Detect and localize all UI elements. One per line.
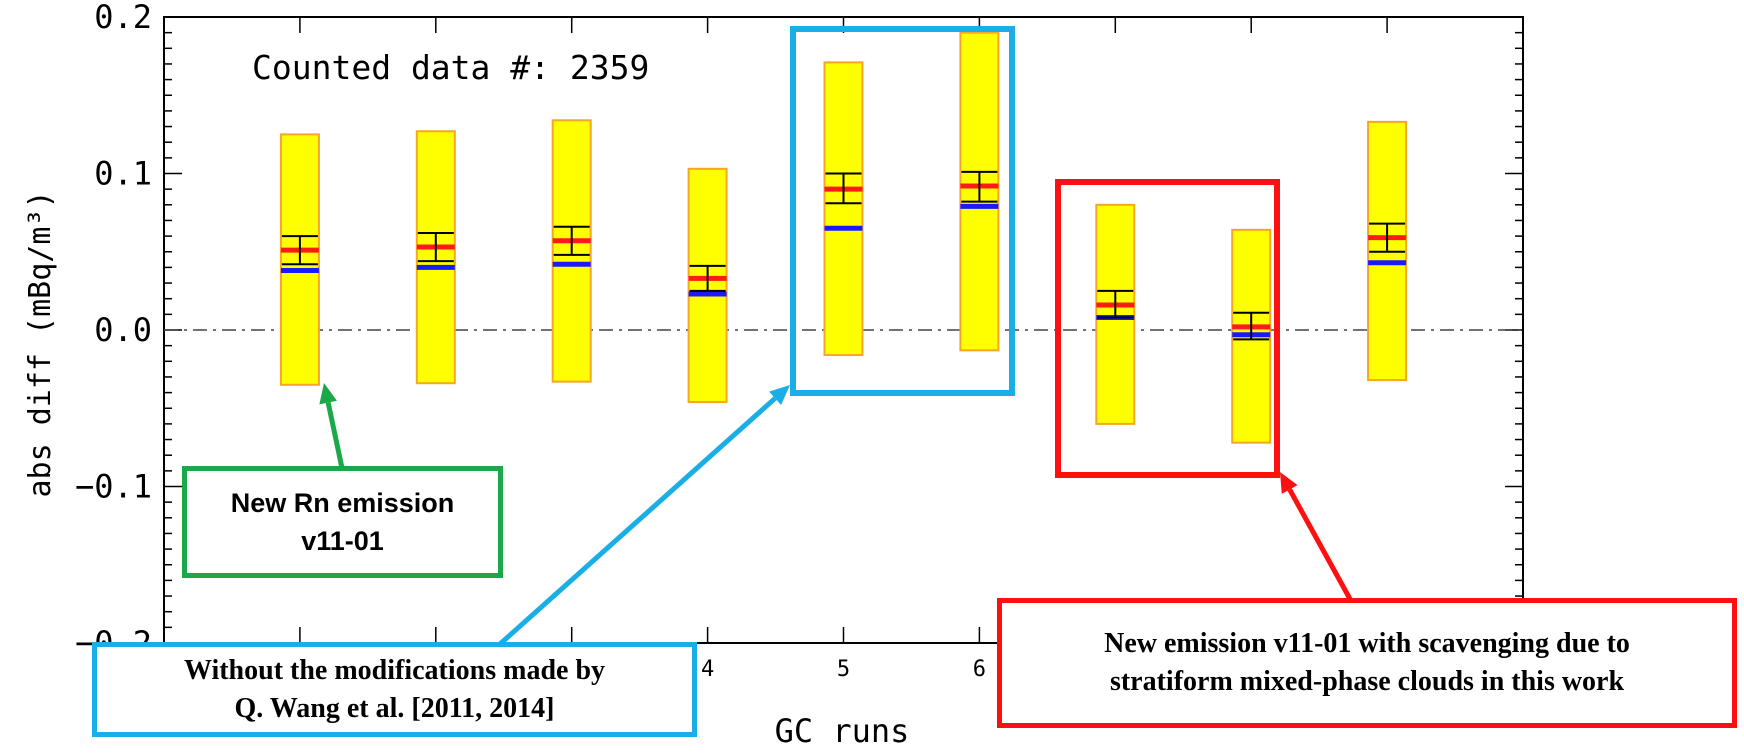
highlight-box-runs-7-8: [1055, 179, 1280, 478]
callout-without-modifications: Without the modifications made by Q. Wan…: [92, 642, 697, 737]
highlight-box-runs-5-6: [790, 26, 1015, 396]
x-tick-label: 4: [701, 657, 714, 682]
y-tick-label: −0.1: [75, 468, 152, 506]
x-tick-label: 6: [973, 657, 986, 682]
y-tick-label: 0.1: [94, 155, 152, 193]
box-run-5: [823, 61, 864, 357]
x-axis-label: GC runs: [775, 712, 910, 750]
y-tick-label: 0.2: [94, 0, 152, 36]
callout-new-rn-emission: New Rn emission v11-01: [182, 466, 503, 578]
callout-scavenging: New emission v11-01 with scavenging due …: [997, 598, 1737, 728]
callout-green-line1: New Rn emission: [230, 488, 455, 518]
x-tick-label: 5: [837, 657, 850, 682]
axes-layer: 0.20.10.0−0.1−0.2456: [75, 0, 1524, 682]
y-tick-label: 0.0: [94, 311, 152, 349]
arrows-layer: [319, 383, 1353, 646]
callout-red-line1: New emission v11-01 with scavenging due …: [1104, 628, 1630, 659]
arrow-green-head: [319, 383, 337, 405]
arrow-red: [1287, 488, 1353, 601]
callout-red-line2: stratiform mixed-phase clouds in this wo…: [1109, 666, 1625, 697]
arrow-blue-head: [769, 385, 790, 406]
marks-layer: [279, 26, 1408, 478]
callout-blue-line2: Q. Wang et al. [2011, 2014]: [234, 692, 555, 724]
arrow-red-head: [1280, 472, 1298, 494]
y-axis-label: abs diff (mBq/m³): [23, 190, 58, 497]
callout-blue-line1: Without the modifications made by: [183, 654, 606, 686]
arrow-blue: [498, 396, 777, 646]
callout-green-line2: v11-01: [301, 526, 384, 556]
annotation-counted: Counted data #: 2359: [252, 48, 649, 87]
arrow-green: [325, 402, 345, 469]
